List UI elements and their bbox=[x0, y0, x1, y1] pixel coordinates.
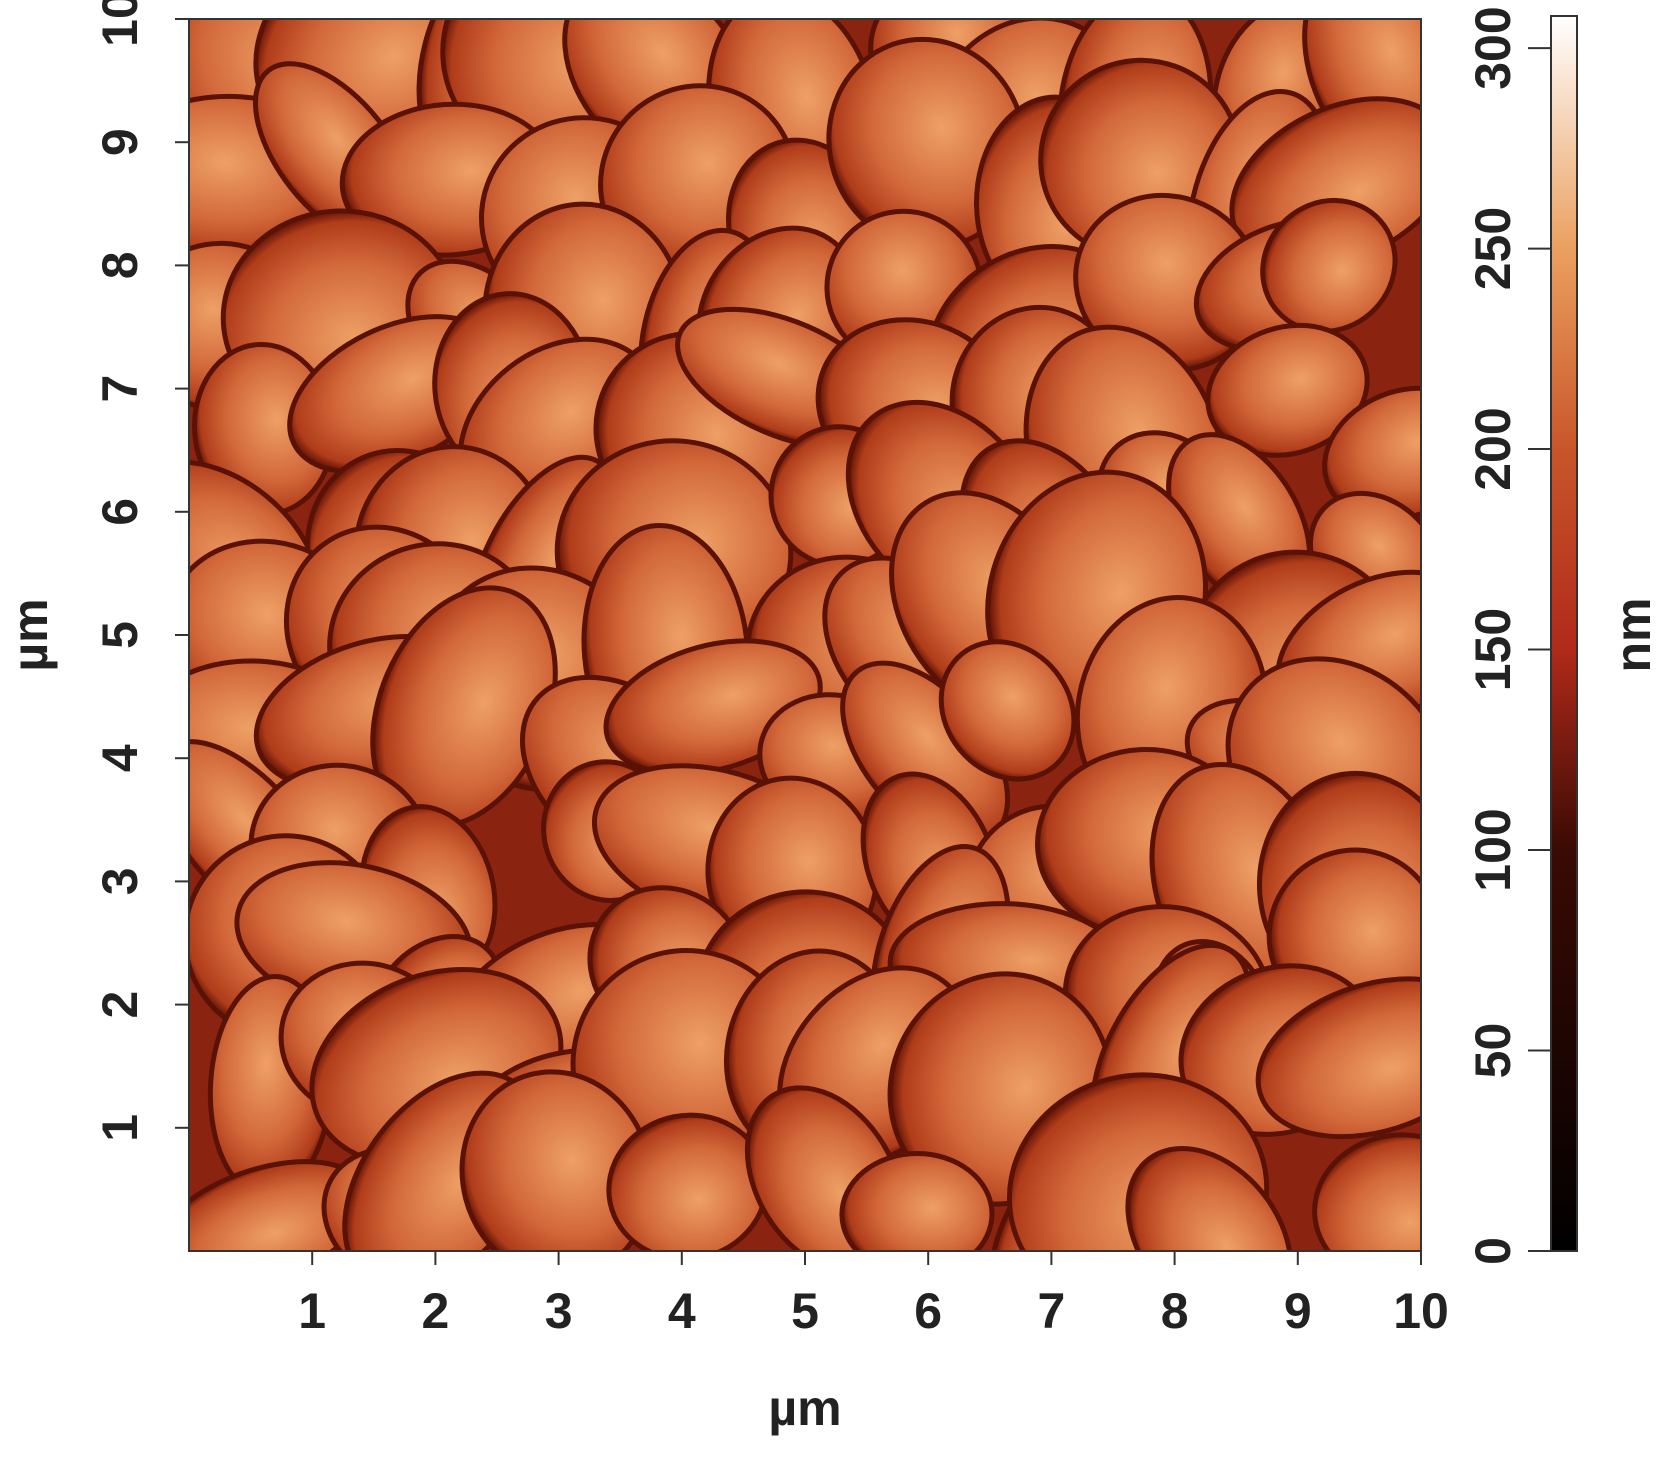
y-tick-label: 8 bbox=[92, 251, 148, 279]
x-tick-label: 9 bbox=[1284, 1283, 1312, 1339]
colorbar bbox=[1550, 15, 1578, 1252]
grain bbox=[839, 1151, 995, 1251]
y-tick-label: 1 bbox=[92, 1114, 148, 1142]
grain bbox=[1322, 385, 1421, 522]
y-tick-label: 2 bbox=[92, 991, 148, 1019]
grain bbox=[938, 639, 1077, 782]
colorbar-tick-label: 300 bbox=[1465, 6, 1521, 89]
grain bbox=[1205, 322, 1370, 458]
x-tick-label: 1 bbox=[298, 1283, 326, 1339]
y-tick-label: 4 bbox=[92, 744, 148, 772]
x-axis-label: µm bbox=[768, 1380, 841, 1436]
grain bbox=[1312, 1132, 1421, 1251]
x-tick-label: 8 bbox=[1161, 1283, 1189, 1339]
colorbar-tick-label: 150 bbox=[1465, 608, 1521, 691]
colorbar-tick-label: 200 bbox=[1465, 407, 1521, 490]
x-tick-label: 10 bbox=[1393, 1283, 1449, 1339]
colorbar-tick-label: 50 bbox=[1465, 1023, 1521, 1079]
colorbar-label: nm bbox=[1605, 598, 1661, 673]
y-tick-label: 9 bbox=[92, 128, 148, 156]
afm-image bbox=[189, 19, 1421, 1251]
colorbar-tick-label: 250 bbox=[1465, 207, 1521, 290]
colorbar-tick-label: 100 bbox=[1465, 808, 1521, 891]
x-tick-label: 6 bbox=[914, 1283, 942, 1339]
x-tick-label: 2 bbox=[421, 1283, 449, 1339]
grain bbox=[1125, 1146, 1294, 1251]
grain bbox=[1260, 197, 1398, 334]
y-axis-label: µm bbox=[2, 598, 58, 671]
y-tick-label: 7 bbox=[92, 375, 148, 403]
x-tick-label: 4 bbox=[668, 1283, 696, 1339]
x-tick-label: 5 bbox=[791, 1283, 819, 1339]
y-tick-label: 6 bbox=[92, 498, 148, 526]
y-tick-label: 10 bbox=[92, 0, 148, 47]
y-tick-label: 3 bbox=[92, 867, 148, 895]
x-tick-label: 7 bbox=[1037, 1283, 1065, 1339]
grain bbox=[1255, 976, 1421, 1140]
x-tick-label: 3 bbox=[545, 1283, 573, 1339]
y-tick-label: 5 bbox=[92, 621, 148, 649]
colorbar-tick-label: 0 bbox=[1465, 1237, 1521, 1265]
